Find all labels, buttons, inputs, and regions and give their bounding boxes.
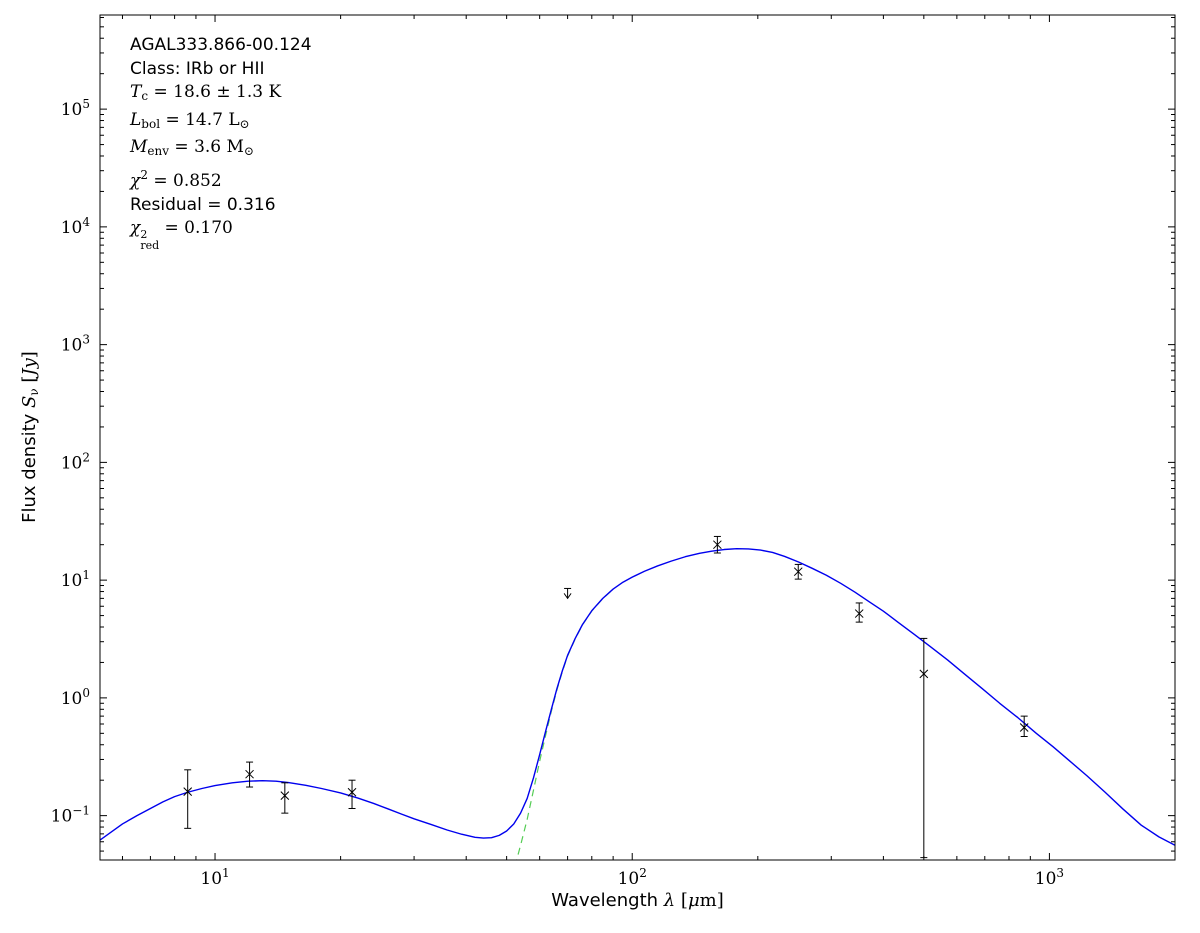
fit-parameters-annotation: AGAL333.866-00.124 Class: IRb or HII Tc = … [130, 34, 312, 251]
data-point [563, 587, 572, 600]
text-segment: = 0.852 [147, 170, 222, 191]
annotation-dust-temperature: Tc = 18.6 ± 1.3 K [130, 81, 312, 109]
text-segment: Class: IRb or HII [130, 58, 265, 79]
text-segment: [ [19, 375, 40, 389]
text-segment: Flux density [19, 407, 40, 523]
data-point [245, 761, 254, 788]
y-tick-label: 10−1 [51, 804, 90, 827]
text-segment: μ [687, 890, 700, 911]
data-point [854, 602, 864, 623]
text-segment: λ [663, 890, 676, 911]
x-axis-label: Wavelength λ [μm] [100, 890, 1175, 911]
y-tick-label: 102 [61, 450, 90, 473]
model-greybody-component-curve [516, 588, 614, 860]
tick-labels: 101 102 103 10−1 100 101 102 103 104 105 [51, 97, 1064, 889]
text-segment: = 3.6 M [169, 137, 244, 158]
data-point [713, 535, 722, 554]
text-segment: L [130, 109, 142, 130]
x-marker [854, 609, 864, 618]
plot-frame [99, 14, 1176, 861]
text-segment: S [19, 395, 40, 408]
text-segment: ν [27, 388, 41, 396]
axis-ticks [100, 15, 1175, 860]
data-point [1019, 715, 1029, 737]
text-segment: ⊙ [243, 144, 254, 159]
y-tick-label: 103 [61, 333, 90, 356]
annotation-class: Class: IRb or HII [130, 58, 312, 82]
data-point [793, 563, 803, 580]
text-segment: = 18.6 ± 1.3 K [148, 82, 282, 103]
x-marker [183, 787, 193, 796]
y-axis-label: Flux density Sν [Jy] [19, 351, 41, 523]
model-total-fit-curve [100, 547, 1175, 846]
upper-limit-arrow [563, 593, 572, 600]
text-segment: T [130, 82, 142, 103]
text-segment: ⊙ [239, 116, 250, 131]
text-segment: Jy [19, 358, 40, 376]
data-points [183, 535, 1029, 859]
text-segment: Residual = 0.316 [130, 194, 276, 215]
x-tick-label: 103 [1035, 866, 1064, 889]
text-segment: χ [130, 170, 141, 191]
x-marker [347, 787, 357, 797]
x-tick-label: 101 [200, 866, 229, 889]
text-segment: AGAL333.866-00.124 [130, 35, 312, 55]
y-tick-label: 105 [61, 97, 90, 120]
annotation-bolometric-luminosity: Lbol = 14.7 L⊙ [130, 109, 312, 137]
text-segment: m] [699, 890, 724, 911]
x-marker [245, 769, 254, 779]
data-point [347, 779, 357, 809]
text-segment: ] [19, 351, 40, 359]
y-tick-label: 100 [61, 686, 90, 709]
annotation-source-name: AGAL333.866-00.124 [130, 34, 312, 58]
supsub-stack: 2 red [140, 228, 160, 253]
data-point [183, 769, 193, 829]
x-tick-label: 102 [618, 866, 647, 889]
text-segment: bol [141, 116, 161, 131]
model-curves [100, 547, 1175, 860]
text-segment: = 0.170 [159, 218, 233, 239]
data-point [919, 637, 929, 859]
text-segment: 2 [140, 167, 148, 182]
x-marker [1019, 723, 1029, 732]
x-marker [919, 669, 929, 679]
text-segment: env [147, 144, 170, 159]
annotation-envelope-mass: Menv = 3.6 M⊙ [130, 136, 312, 164]
y-tick-label: 101 [61, 568, 90, 591]
data-point [280, 782, 290, 814]
annotation-chi-squared: χ2 = 0.852 [130, 164, 312, 194]
y-tick-label: 104 [61, 215, 91, 238]
text-segment: [ [675, 890, 688, 911]
text-segment: c [141, 89, 149, 104]
x-marker [713, 540, 722, 550]
annotation-chi-squared-reduced: χ 2 red = 0.170 [130, 217, 312, 251]
x-marker [793, 567, 803, 577]
text-segment: M [130, 137, 148, 158]
annotation-residual: Residual = 0.316 [130, 194, 312, 218]
text-segment: Wavelength [551, 890, 664, 911]
text-segment: = 14.7 L [160, 109, 240, 130]
text-segment: χ [130, 218, 141, 239]
x-marker [280, 791, 290, 800]
